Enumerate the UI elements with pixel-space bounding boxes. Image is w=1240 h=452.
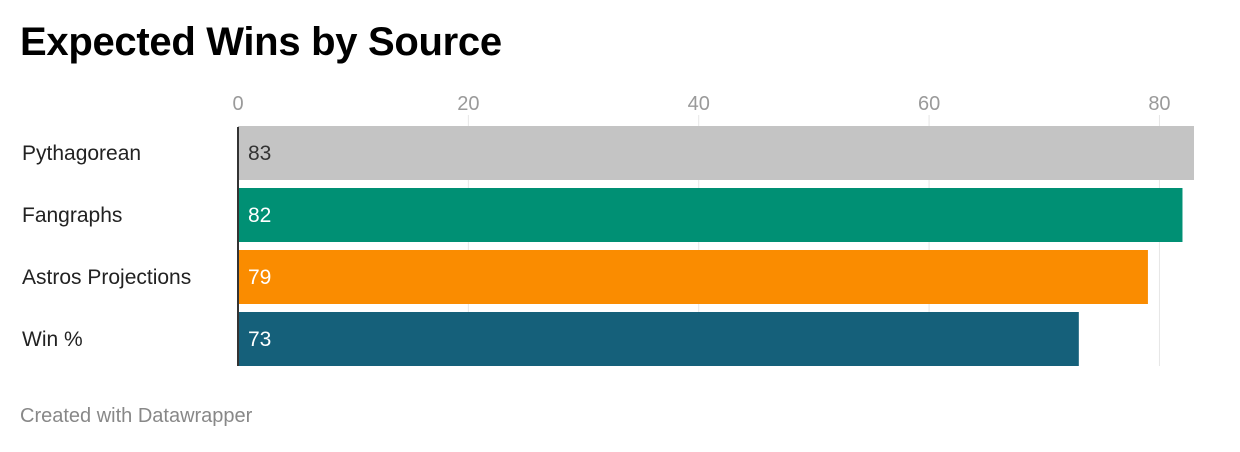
category-label: Astros Projections	[22, 266, 191, 289]
category-label: Fangraphs	[22, 204, 122, 227]
bar	[238, 250, 1148, 304]
bar-value-label: 73	[248, 328, 271, 351]
x-tick-label: 60	[918, 93, 940, 115]
bar	[238, 188, 1183, 242]
bar	[238, 126, 1194, 180]
bar-value-label: 82	[248, 204, 271, 227]
bar-value-label: 83	[248, 142, 271, 165]
x-tick-label: 0	[232, 93, 243, 115]
x-tick-label: 40	[688, 93, 710, 115]
bar-value-label: 79	[248, 266, 271, 289]
bar	[238, 312, 1079, 366]
x-tick-label: 20	[457, 93, 479, 115]
category-label: Win %	[22, 328, 83, 351]
category-label: Pythagorean	[22, 142, 141, 165]
chart-title: Expected Wins by Source	[20, 20, 502, 64]
datawrapper-credit: Created with Datawrapper	[20, 405, 253, 427]
x-tick-label: 80	[1148, 93, 1170, 115]
bar-chart: 0 20 40 60 80 83 Pythagorean 82 Fangraphs 79 Astro…	[22, 93, 1194, 366]
